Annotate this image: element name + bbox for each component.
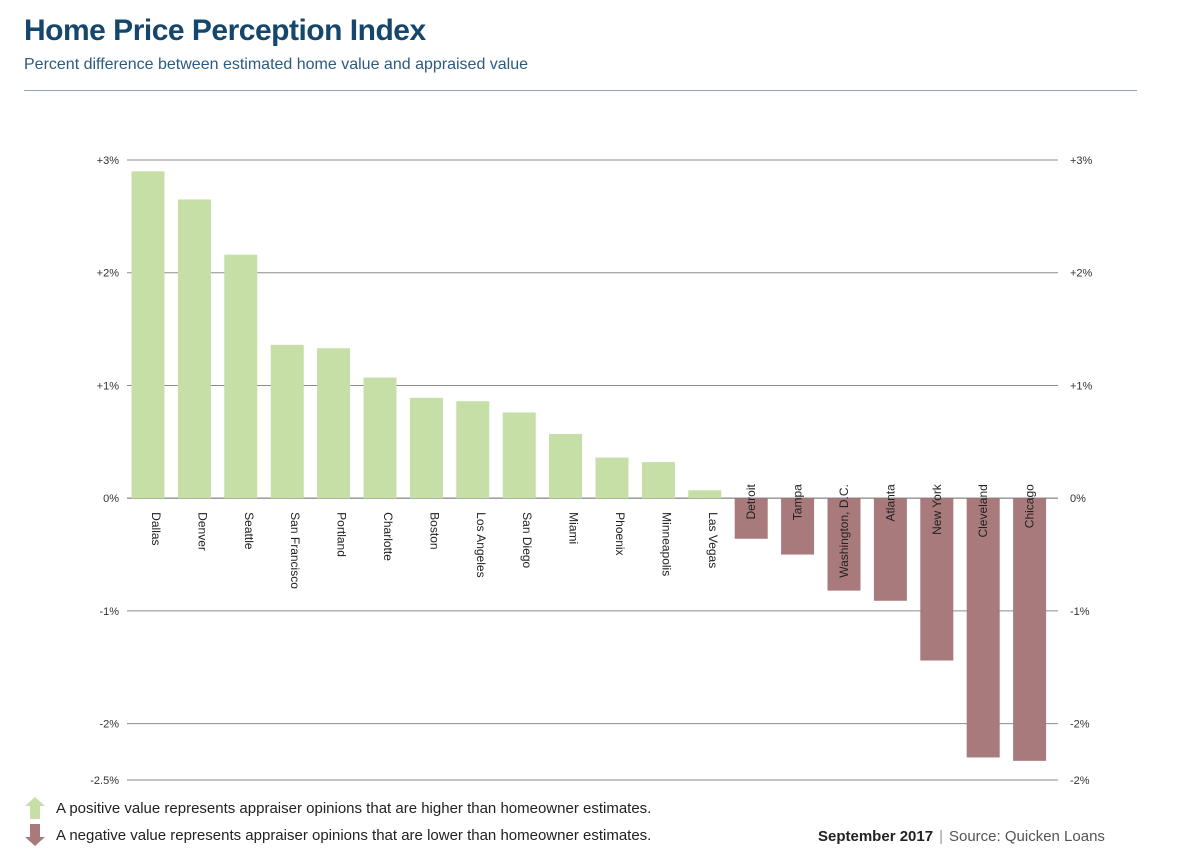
category-label: Portland: [335, 512, 349, 557]
bar: [641, 462, 675, 499]
category-label: Minneapolis: [659, 512, 673, 576]
bar: [827, 498, 861, 591]
category-label: San Francisco: [288, 512, 302, 589]
category-label: Washington, D.C.: [837, 484, 851, 578]
category-label: Tampa: [791, 484, 805, 520]
y-tick-label-right: -2%: [1070, 719, 1090, 731]
bar: [363, 377, 397, 499]
bar: [873, 498, 907, 601]
bar: [549, 433, 583, 499]
category-label: Los Angeles: [474, 512, 488, 577]
footer-date: September 2017: [818, 828, 934, 845]
category-label: Atlanta: [883, 484, 897, 522]
bar: [270, 344, 304, 499]
bar: [966, 498, 1000, 758]
y-tick-label-right: +2%: [1070, 268, 1093, 280]
category-label: Denver: [195, 512, 209, 551]
category-label: New York: [930, 483, 944, 535]
category-label: San Diego: [520, 512, 534, 568]
footer-separator: |: [939, 828, 943, 845]
category-label: Boston: [427, 512, 441, 549]
legend-negative: A negative value represents appraiser op…: [24, 822, 651, 848]
bar: [177, 199, 211, 499]
y-tick-label-left: -2.5%: [90, 775, 119, 787]
category-label: Detroit: [744, 484, 758, 520]
y-tick-label-right: +1%: [1070, 380, 1093, 392]
arrow-up-icon: [25, 797, 45, 819]
bar: [224, 254, 258, 499]
category-label: Chicago: [1023, 484, 1037, 528]
category-label: Charlotte: [381, 512, 395, 561]
y-tick-label-right: -2%: [1070, 775, 1090, 787]
y-tick-label-left: +1%: [97, 380, 120, 392]
arrow-down-icon: [25, 824, 45, 846]
bar: [456, 401, 490, 499]
category-label: Phoenix: [613, 512, 627, 555]
y-tick-label-left: 0%: [103, 493, 119, 505]
legend-negative-text: A negative value represents appraiser op…: [56, 826, 652, 844]
footer-source: Source: Quicken Loans: [948, 828, 1105, 845]
bar: [595, 457, 629, 499]
y-tick-label-right: +3%: [1070, 155, 1093, 167]
y-tick-label-right: -1%: [1070, 606, 1090, 618]
category-label: Seattle: [242, 512, 256, 550]
bar: [502, 412, 536, 499]
y-tick-label-left: +2%: [97, 268, 120, 280]
bar: [781, 498, 815, 555]
bar: [920, 498, 954, 661]
header-divider: [24, 90, 1137, 91]
y-tick-label-right: 0%: [1070, 493, 1086, 505]
category-label: Las Vegas: [706, 512, 720, 568]
legend-positive-text: A positive value represents appraiser op…: [56, 799, 652, 817]
category-label: Miami: [567, 512, 581, 544]
chart-subtitle: Percent difference between estimated hom…: [24, 56, 529, 73]
bar: [688, 490, 722, 499]
bar: [409, 397, 443, 499]
bar: [734, 498, 768, 539]
y-tick-label-left: +3%: [97, 155, 120, 167]
bar: [131, 171, 165, 499]
y-tick-label-left: -2%: [99, 719, 119, 731]
category-label: Cleveland: [976, 484, 990, 537]
y-tick-label-left: -1%: [99, 606, 119, 618]
chart-title: Home Price Perception Index: [24, 14, 426, 47]
bar: [317, 348, 351, 499]
bar: [1013, 498, 1047, 761]
chart-footer: September 2017 | Source: Quicken Loans: [818, 828, 1105, 845]
category-label: Dallas: [149, 512, 163, 545]
legend-positive: A positive value represents appraiser op…: [24, 795, 651, 821]
